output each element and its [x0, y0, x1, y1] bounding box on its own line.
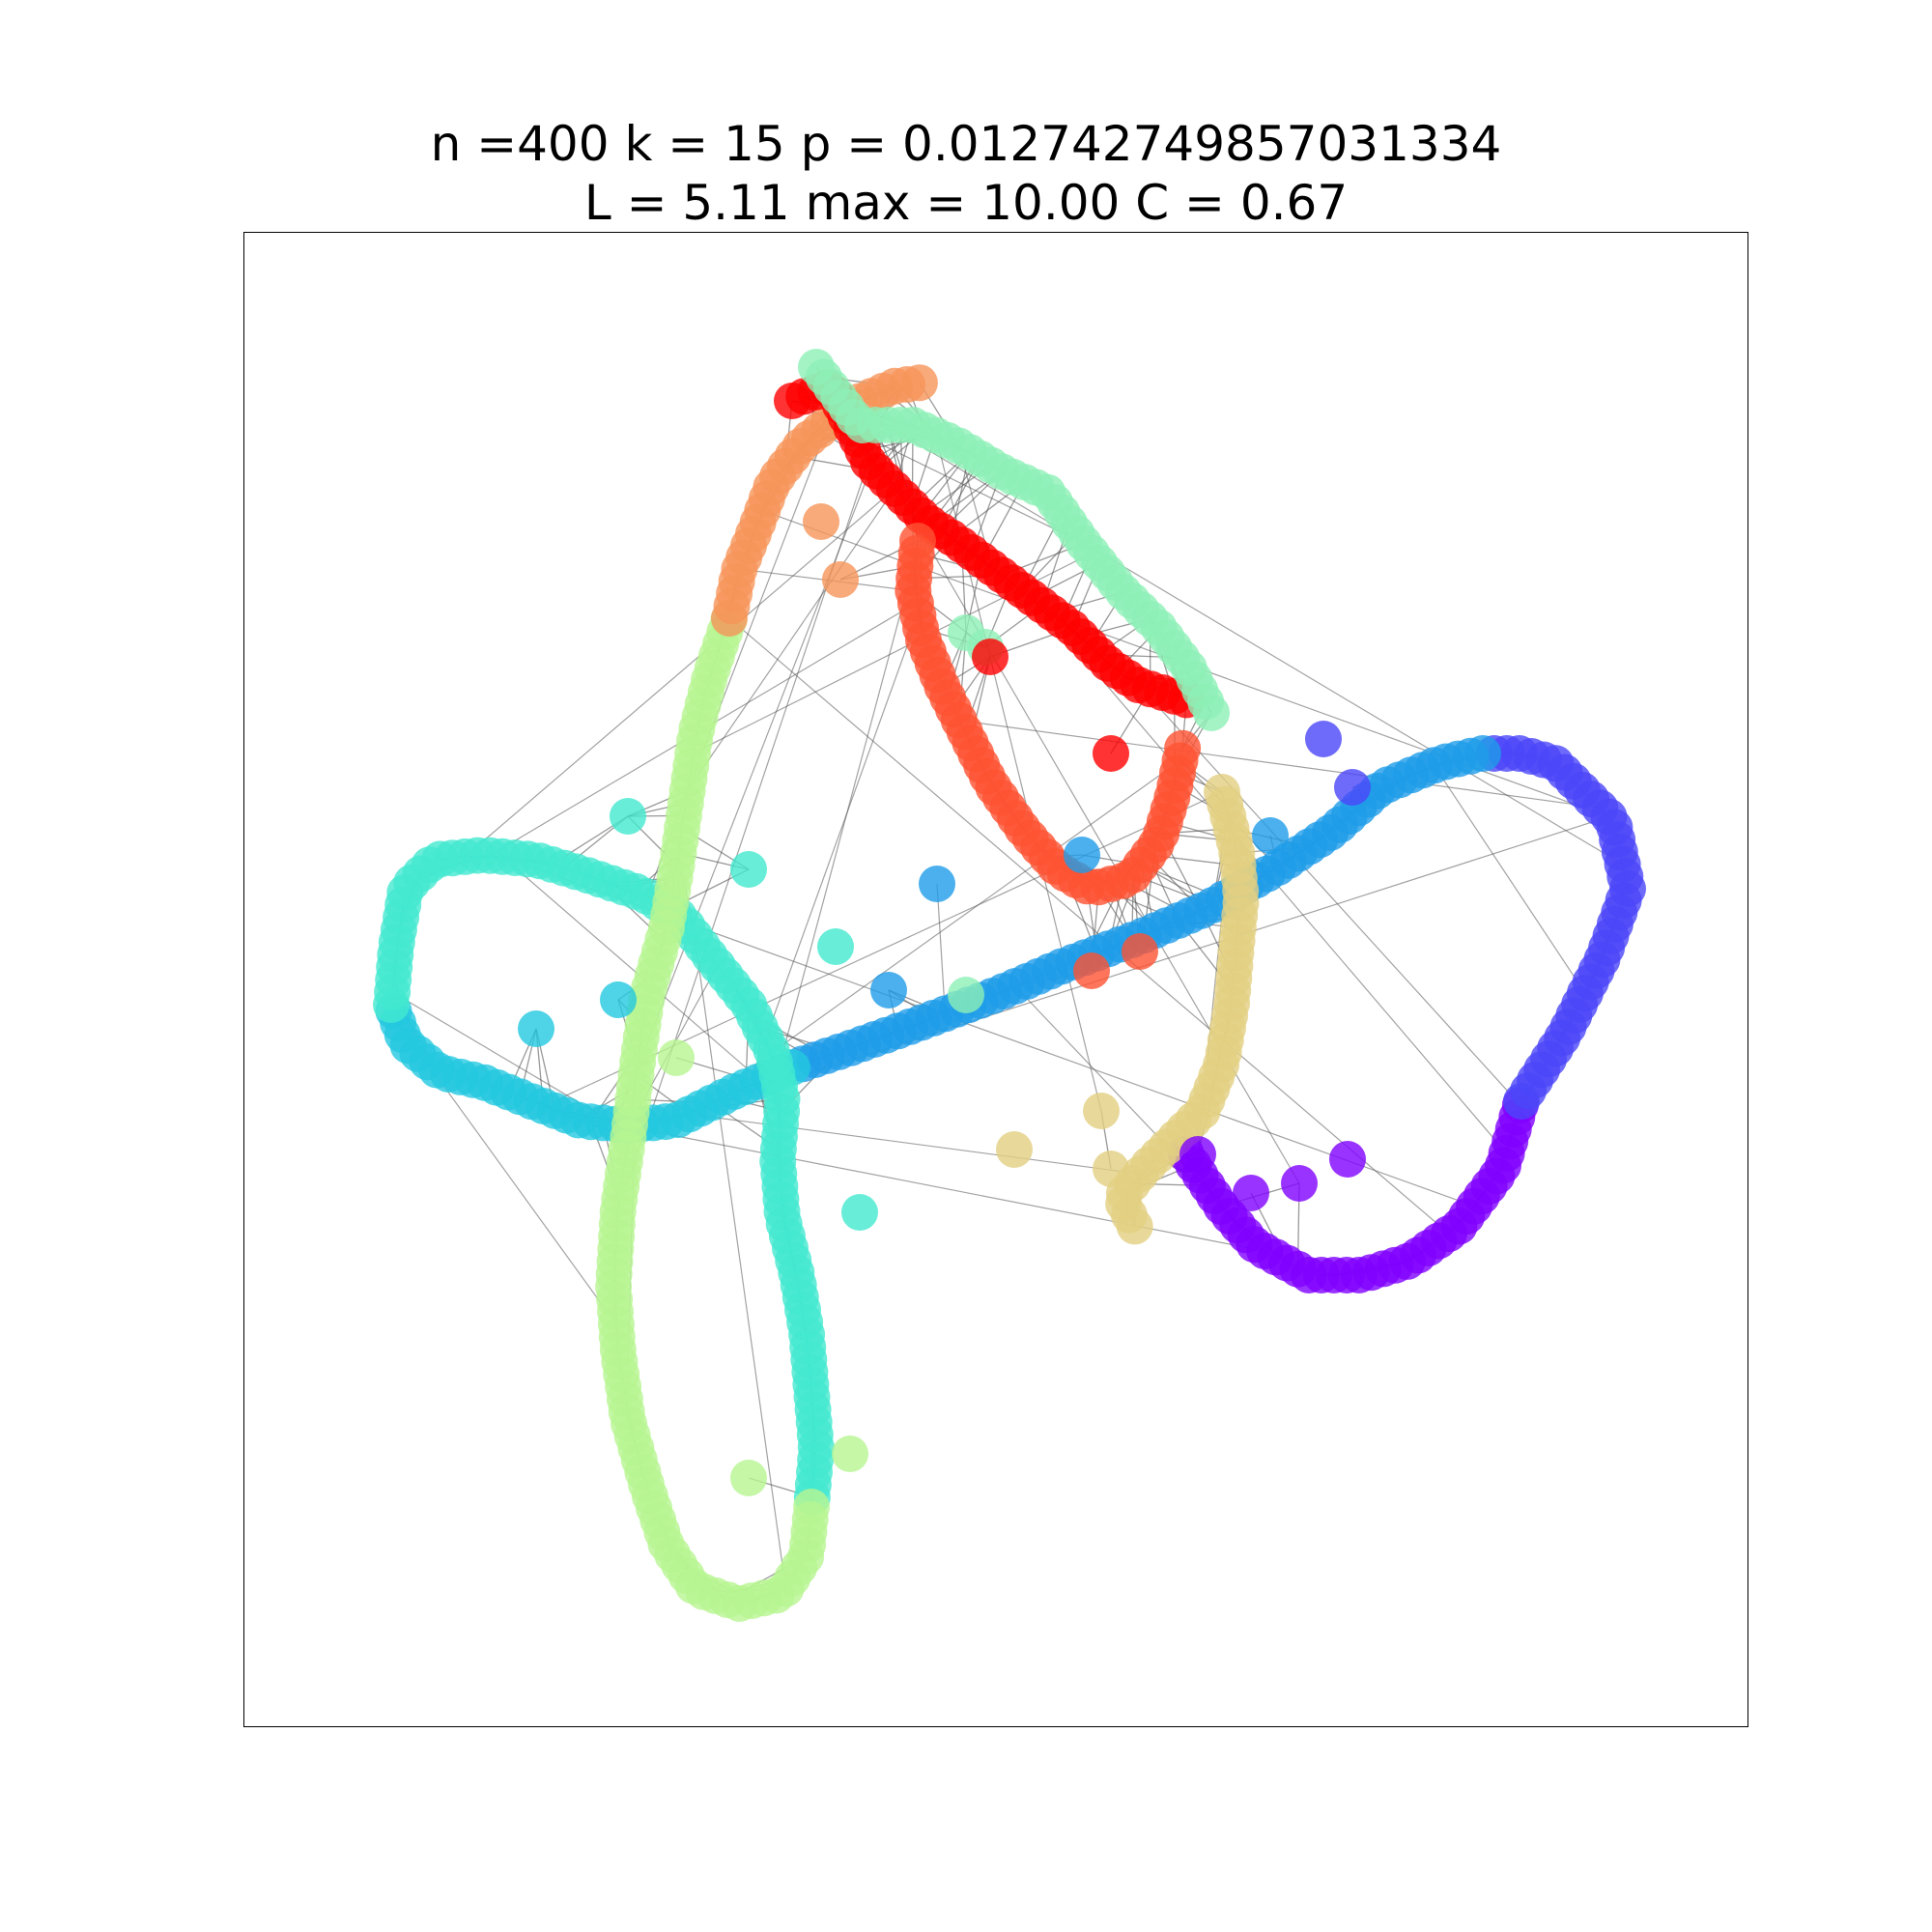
node: [803, 503, 839, 540]
node: [1334, 769, 1371, 806]
edge: [694, 935, 786, 1589]
node: [1093, 735, 1129, 772]
node: [822, 561, 859, 598]
edge: [728, 617, 1450, 1235]
node: [972, 639, 1009, 675]
node: [817, 928, 854, 965]
edge: [687, 488, 895, 791]
node: [610, 798, 646, 835]
edge: [464, 488, 895, 858]
node: [919, 866, 955, 902]
node: [1093, 1151, 1129, 1187]
plot-area: [243, 232, 1748, 1727]
node: [870, 972, 907, 1009]
node: [1064, 837, 1100, 873]
chart-title-line-1: n =400 k = 15 p = 0.012742749857031334: [430, 116, 1502, 172]
edge: [1434, 764, 1586, 994]
node: [1329, 1141, 1366, 1178]
node: [518, 1010, 554, 1047]
edge: [776, 553, 918, 1075]
node-layer: [373, 349, 1646, 1622]
node: [658, 1039, 695, 1076]
node: [948, 977, 984, 1013]
node: [1179, 1136, 1216, 1173]
node: [1233, 1175, 1269, 1211]
node: [841, 1194, 878, 1231]
edge: [1138, 684, 1521, 1106]
node: [832, 1435, 868, 1472]
node: [1193, 694, 1230, 731]
node: [900, 364, 938, 402]
edge: [958, 720, 1601, 809]
node: [730, 1460, 767, 1496]
edge: [689, 1113, 1141, 1175]
chart-title-line-2: L = 5.11 max = 10.00 C = 0.67: [583, 175, 1349, 231]
edge: [936, 883, 946, 1014]
node: [996, 1131, 1033, 1168]
node: [1305, 721, 1342, 757]
edge: [765, 615, 920, 1039]
node: [1281, 1165, 1318, 1202]
node: [1252, 817, 1289, 854]
node: [730, 851, 767, 888]
node: [1083, 1093, 1120, 1129]
node: [1122, 933, 1158, 970]
node: [1164, 729, 1202, 767]
node: [948, 614, 984, 651]
node: [600, 981, 637, 1018]
node: [1073, 952, 1110, 989]
node: [1116, 1208, 1153, 1245]
